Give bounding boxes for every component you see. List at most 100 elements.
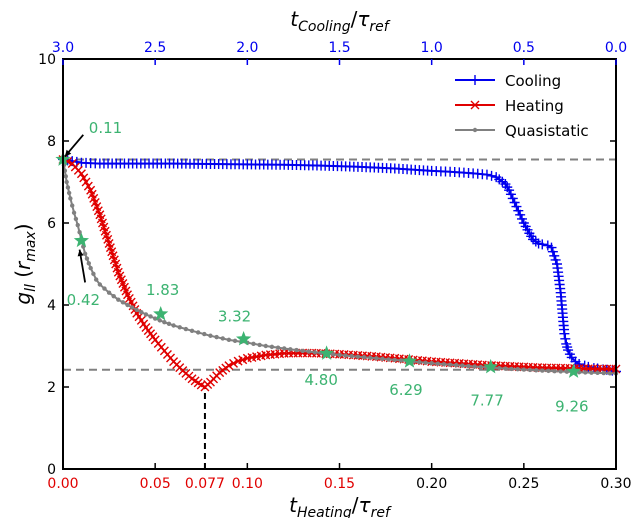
series-cooling-marker (515, 209, 526, 220)
legend-marker (470, 100, 480, 110)
series-quasistatic-marker (97, 282, 103, 287)
y-tick-label: 0 (47, 462, 56, 478)
series-quasistatic-marker (208, 333, 213, 338)
star-marker (483, 358, 499, 374)
series-quasistatic-marker (355, 354, 361, 359)
series-quasistatic-marker (607, 371, 613, 376)
series-quasistatic-marker (441, 361, 447, 367)
series-quasistatic-marker (447, 362, 453, 367)
series-quasistatic-marker (66, 190, 72, 196)
series-heating-marker (224, 361, 234, 371)
series-cooling-line (62, 158, 617, 373)
legend-marker (470, 75, 480, 85)
series-quasistatic-marker (139, 309, 144, 315)
series-quasistatic-marker (102, 286, 107, 291)
series-heating-marker (76, 169, 86, 179)
x2-tick-label: 2.5 (144, 40, 166, 56)
y-axis-title: gll (rmax) (11, 223, 39, 304)
series-quasistatic-marker (148, 314, 153, 319)
annotation-label: 0.11 (89, 119, 122, 137)
star-marker (319, 345, 335, 360)
x-tick-label: 0.077 (185, 476, 225, 492)
series-cooling-marker (549, 250, 560, 261)
series-quasistatic-marker (77, 230, 82, 235)
series-quasistatic-marker (106, 290, 112, 295)
series-quasistatic-marker (68, 196, 73, 201)
series-quasistatic-marker (91, 271, 96, 277)
series-quasistatic-marker (71, 210, 77, 215)
series-quasistatic-marker (589, 370, 594, 375)
x-tick-label: 0.30 (600, 476, 631, 492)
plot-frame (62, 58, 617, 470)
series-quasistatic-marker (454, 362, 459, 368)
series-quasistatic-marker (166, 321, 172, 327)
series-quasistatic-marker (226, 337, 232, 343)
annotations: 0.11 0.42 1.83 3.32 4.80 6.29 7.77 9.26 (64, 119, 589, 416)
annotation-label: 6.29 (389, 381, 422, 399)
series-cooling-marker (513, 205, 524, 216)
series-cooling-marker (546, 242, 557, 253)
annotation-label: 3.32 (218, 307, 251, 325)
y-tick-label: 2 (47, 380, 56, 396)
annotation-label: 7.77 (470, 391, 503, 409)
series-quasistatic-marker (64, 179, 69, 185)
series-quasistatic-marker (349, 353, 354, 359)
x2-tick-label: 0.5 (513, 40, 535, 56)
series-quasistatic-marker (306, 349, 311, 354)
series-quasistatic-marker (300, 348, 305, 354)
series-quasistatic-marker (86, 261, 92, 266)
star-marker (153, 306, 169, 321)
series-quasistatic-marker (82, 251, 88, 256)
y-tick-label: 10 (38, 52, 56, 68)
series-quasistatic-marker (75, 222, 80, 228)
series-quasistatic-marker (478, 364, 484, 370)
series-quasistatic-marker (143, 312, 149, 317)
series-quasistatic-marker (63, 174, 68, 179)
series-quasistatic-marker (162, 320, 167, 325)
x-tick-label: 0.05 (140, 476, 171, 492)
series-quasistatic-marker (269, 344, 275, 350)
series-quasistatic-marker (429, 361, 434, 366)
annotation-label: 4.80 (304, 371, 337, 389)
series-cooling-marker (547, 246, 558, 257)
series-cooling-marker (550, 254, 561, 265)
series-quasistatic-marker (564, 369, 570, 374)
series-quasistatic-marker (65, 185, 71, 190)
series-cooling-marker (504, 185, 515, 196)
series-quasistatic-marker (540, 368, 545, 373)
series-cooling-marker (509, 197, 520, 208)
series-quasistatic-marker (503, 366, 508, 371)
x2-axis-title: tCooling/τref (290, 7, 390, 35)
series-quasistatic-marker (312, 350, 318, 355)
series-quasistatic-line (62, 159, 617, 375)
series-heating-marker (79, 173, 89, 183)
series-quasistatic-marker (533, 368, 539, 373)
series-quasistatic-marker (157, 318, 162, 323)
legend-marker (472, 127, 478, 133)
series-quasistatic (60, 157, 619, 376)
series-cooling-marker (516, 213, 527, 224)
series-quasistatic-marker (509, 366, 514, 372)
series-quasistatic-marker (288, 347, 293, 352)
series-quasistatic-marker (134, 307, 139, 313)
series-quasistatic-marker (84, 256, 90, 261)
series-quasistatic-marker (583, 370, 588, 375)
star-marker (73, 232, 89, 248)
star-marker (236, 331, 252, 346)
series-cooling-marker (560, 333, 571, 344)
series-quasistatic-marker (343, 353, 348, 358)
series-quasistatic-marker (125, 302, 130, 308)
series-quasistatic-marker (232, 338, 238, 344)
series-quasistatic-marker (392, 357, 397, 363)
series-quasistatic-marker (460, 363, 465, 368)
annotation-arrow-head (77, 249, 84, 257)
series-quasistatic-marker (70, 203, 75, 208)
series-heating-marker (83, 181, 93, 191)
series-quasistatic-marker (202, 331, 207, 337)
series-quasistatic-marker (386, 357, 391, 362)
series-quasistatic-marker (93, 277, 99, 282)
series-quasistatic-marker (466, 363, 471, 369)
y-tick-label: 8 (47, 134, 56, 150)
series-quasistatic-marker (88, 265, 93, 271)
